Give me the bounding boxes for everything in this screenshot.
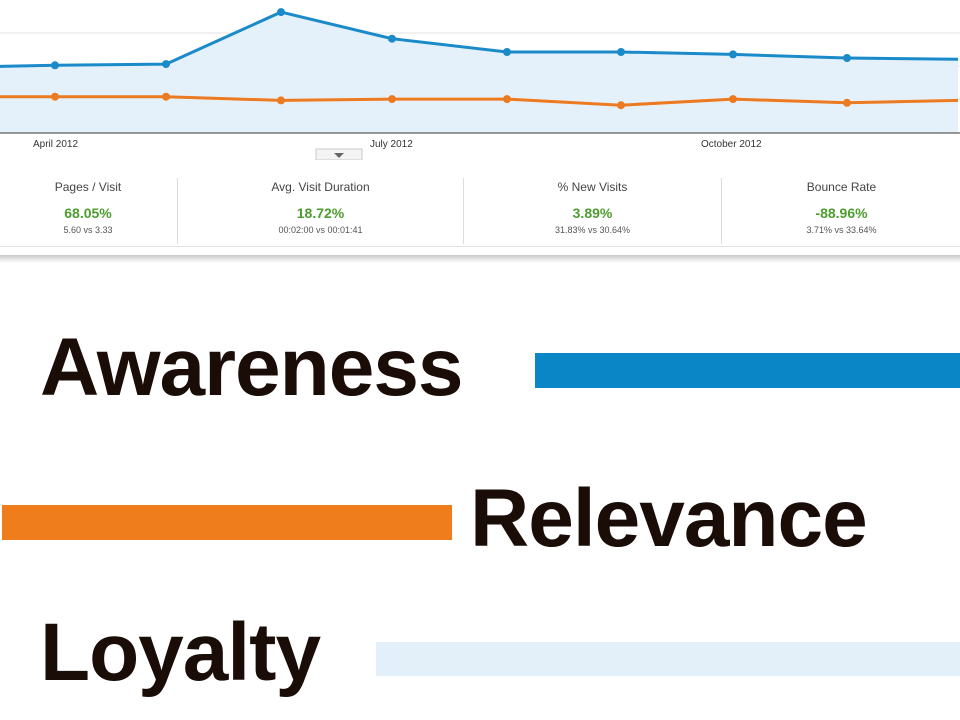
metric-change: -88.96% (815, 205, 868, 221)
chevron-down-icon (334, 153, 344, 158)
series-1-point-2[interactable] (162, 60, 170, 69)
metrics-scorecard: Pages / Visit 68.05% 5.60 vs 3.33 Avg. V… (0, 170, 960, 247)
line-chart: April 2012 July 2012 October 2012 (0, 0, 960, 160)
awareness-word: Awareness (40, 322, 464, 413)
loyalty-word: Loyalty (40, 607, 321, 698)
series-1-area (0, 12, 958, 133)
metric-compare: 5.60 vs 3.33 (63, 225, 113, 235)
metric-name: Pages / Visit (54, 180, 122, 194)
metric-change: 3.89% (572, 205, 613, 221)
metric-pages-per-visit[interactable]: Pages / Visit 68.05% 5.60 vs 3.33 (0, 178, 176, 244)
x-tick-label-july: July 2012 (370, 139, 413, 150)
series-1-point-4[interactable] (388, 34, 396, 43)
metric-compare: 3.71% vs 33.64% (806, 225, 877, 235)
series-2-point-2[interactable] (162, 92, 170, 101)
series-1-point-3[interactable] (277, 8, 285, 17)
loyalty-bar (376, 642, 960, 676)
series-2-point-6[interactable] (617, 101, 625, 110)
collapse-chart-handle[interactable] (315, 148, 363, 160)
series-2-point-7[interactable] (729, 95, 737, 104)
series-2-point-1[interactable] (51, 92, 59, 101)
series-1-point-7[interactable] (729, 50, 737, 59)
metric-change: 18.72% (296, 205, 345, 221)
series-1-point-1[interactable] (51, 61, 59, 70)
series-1-line (0, 10, 959, 68)
awareness-bar (535, 353, 960, 388)
relevance-bar (2, 505, 452, 540)
series-2-point-8[interactable] (843, 98, 851, 107)
chart-points (51, 8, 851, 110)
series-2-line (0, 95, 959, 107)
series-1-point-6[interactable] (617, 48, 625, 56)
metric-avg-visit-duration[interactable]: Avg. Visit Duration 18.72% 00:02:00 vs 0… (177, 178, 463, 244)
section-divider (0, 255, 960, 263)
metric-bounce-rate[interactable]: Bounce Rate -88.96% 3.71% vs 33.64% (721, 178, 960, 244)
metric-name: % New Visits (557, 180, 628, 194)
chart-canvas: April 2012 July 2012 October 2012 (0, 8, 960, 160)
x-tick-label-october: October 2012 (701, 139, 762, 150)
metric-compare: 31.83% vs 30.64% (554, 225, 631, 235)
series-1-point-8[interactable] (843, 54, 851, 62)
metric-change: 68.05% (64, 205, 112, 221)
x-tick-label-april: April 2012 (33, 139, 78, 150)
metric-name: Avg. Visit Duration (271, 180, 370, 194)
metric-name: Bounce Rate (806, 180, 877, 194)
series-2-point-4[interactable] (388, 95, 396, 104)
series-2-point-3[interactable] (277, 96, 285, 105)
relevance-word: Relevance (470, 473, 868, 564)
metric-new-visits[interactable]: % New Visits 3.89% 31.83% vs 30.64% (463, 178, 721, 244)
series-1-point-5[interactable] (503, 48, 511, 56)
metric-compare: 00:02:00 vs 00:01:41 (278, 225, 363, 235)
series-2-point-5[interactable] (503, 95, 511, 104)
